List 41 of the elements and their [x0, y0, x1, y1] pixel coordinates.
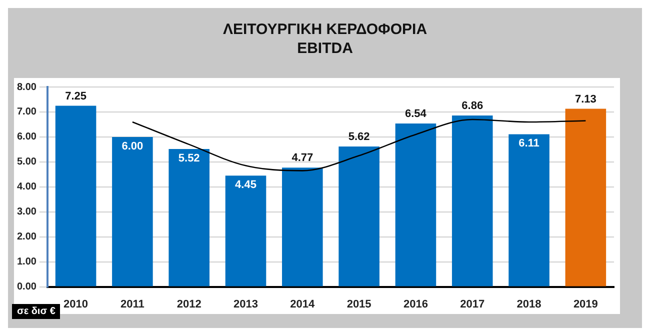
data-label: 4.77	[292, 152, 314, 164]
x-tick-label: 2010	[64, 298, 88, 310]
data-label: 6.00	[122, 140, 144, 152]
bar	[565, 108, 606, 286]
data-label: 5.62	[348, 130, 370, 143]
x-tick-label: 2017	[460, 298, 485, 310]
bar	[112, 136, 153, 286]
data-label: 4.45	[235, 179, 256, 192]
data-label: 6.86	[462, 100, 484, 112]
data-label: 7.13	[574, 93, 596, 106]
y-tick-label: 8.00	[16, 82, 37, 93]
x-tick-label: 2013	[234, 298, 258, 310]
bar	[225, 176, 266, 286]
y-tick-label: 7.00	[16, 106, 37, 118]
bar	[168, 148, 210, 286]
x-tick-label: 2015	[346, 298, 372, 310]
y-tick-label: 4.00	[16, 182, 37, 193]
bar	[395, 123, 436, 286]
data-label: 5.52	[178, 152, 200, 164]
bar	[452, 115, 493, 286]
x-tick-label: 2018	[516, 298, 542, 310]
bar	[338, 146, 380, 286]
data-label: 6.54	[405, 108, 428, 120]
data-label: 6.11	[518, 138, 540, 150]
bar	[508, 134, 550, 286]
y-tick-label: 3.00	[16, 206, 37, 218]
y-tick-label: 2.00	[16, 232, 37, 243]
x-tick-label: 2011	[120, 298, 144, 310]
x-tick-label: 2012	[176, 298, 202, 310]
bar	[55, 106, 96, 286]
y-tick-label: 1.00	[16, 256, 37, 268]
text: σε δισ €	[12, 304, 60, 319]
y-tick-label: 0.00	[16, 282, 37, 293]
data-label: 7.25	[65, 90, 86, 102]
y-tick-label: 6.00	[16, 132, 37, 143]
x-tick-label: 2014	[290, 298, 316, 310]
bar	[282, 168, 323, 286]
x-tick-label: 2016	[403, 298, 428, 310]
y-tick-label: 5.00	[16, 156, 37, 168]
x-tick-label: 2019	[573, 298, 598, 310]
chart-title: ΛΕΙΤΟΥΡΓΙΚΗ ΚΕΡΔΟΦΟΡΙΑ EBITDA	[222, 20, 428, 58]
